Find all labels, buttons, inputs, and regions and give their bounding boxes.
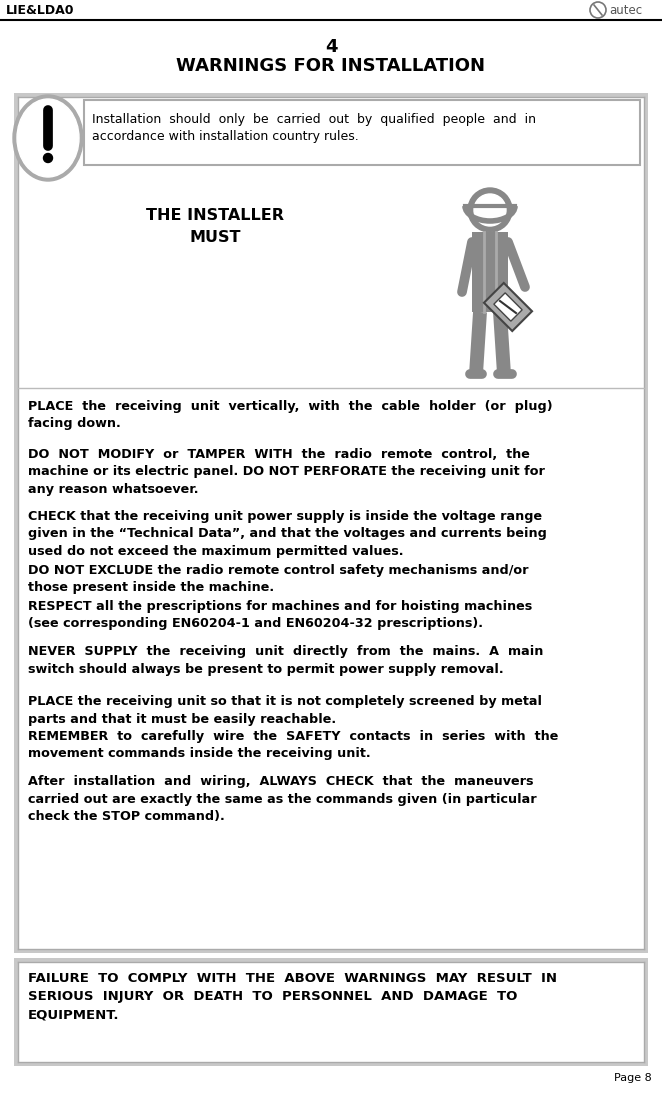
Text: Installation  should  only  be  carried  out  by  qualified  people  and  in: Installation should only be carried out … [92, 113, 536, 126]
Ellipse shape [17, 99, 79, 177]
Text: DO NOT EXCLUDE the radio remote control safety mechanisms and/or
those present i: DO NOT EXCLUDE the radio remote control … [28, 564, 528, 595]
Text: WARNINGS FOR INSTALLATION: WARNINGS FOR INSTALLATION [177, 57, 485, 74]
Ellipse shape [13, 95, 83, 181]
Text: DO  NOT  MODIFY  or  TAMPER  WITH  the  radio  remote  control,  the
machine or : DO NOT MODIFY or TAMPER WITH the radio r… [28, 448, 545, 496]
FancyBboxPatch shape [14, 958, 648, 1067]
FancyBboxPatch shape [472, 232, 508, 312]
Text: LIE&LDA0: LIE&LDA0 [6, 3, 75, 16]
Circle shape [468, 188, 512, 232]
FancyBboxPatch shape [18, 963, 644, 1062]
Text: MUST: MUST [189, 230, 241, 245]
Text: THE INSTALLER: THE INSTALLER [146, 208, 284, 223]
Text: 4: 4 [325, 38, 337, 56]
Text: PLACE the receiving unit so that it is not completely screened by metal
parts an: PLACE the receiving unit so that it is n… [28, 695, 542, 726]
Text: REMEMBER  to  carefully  wire  the  SAFETY  contacts  in  series  with  the
move: REMEMBER to carefully wire the SAFETY co… [28, 730, 558, 761]
Text: RESPECT all the prescriptions for machines and for hoisting machines
(see corres: RESPECT all the prescriptions for machin… [28, 600, 532, 631]
Text: NEVER  SUPPLY  the  receiving  unit  directly  from  the  mains.  A  main
switch: NEVER SUPPLY the receiving unit directly… [28, 645, 544, 676]
Circle shape [44, 153, 52, 162]
Circle shape [474, 194, 506, 226]
Text: Page 8: Page 8 [614, 1073, 652, 1083]
FancyBboxPatch shape [14, 93, 648, 953]
Text: accordance with installation country rules.: accordance with installation country rul… [92, 130, 359, 143]
Polygon shape [484, 283, 532, 331]
Polygon shape [494, 292, 522, 321]
Text: SERIOUS  INJURY  OR  DEATH  TO  PERSONNEL  AND  DAMAGE  TO: SERIOUS INJURY OR DEATH TO PERSONNEL AND… [28, 990, 518, 1003]
Text: After  installation  and  wiring,  ALWAYS  CHECK  that  the  maneuvers
carried o: After installation and wiring, ALWAYS CH… [28, 775, 537, 823]
Text: FAILURE  TO  COMPLY  WITH  THE  ABOVE  WARNINGS  MAY  RESULT  IN: FAILURE TO COMPLY WITH THE ABOVE WARNING… [28, 972, 557, 986]
Text: autec: autec [609, 3, 642, 16]
FancyBboxPatch shape [84, 100, 640, 165]
Text: PLACE  the  receiving  unit  vertically,  with  the  cable  holder  (or  plug)
f: PLACE the receiving unit vertically, wit… [28, 400, 553, 430]
Text: CHECK that the receiving unit power supply is inside the voltage range
given in : CHECK that the receiving unit power supp… [28, 510, 547, 558]
FancyBboxPatch shape [18, 97, 644, 949]
Text: EQUIPMENT.: EQUIPMENT. [28, 1008, 120, 1021]
